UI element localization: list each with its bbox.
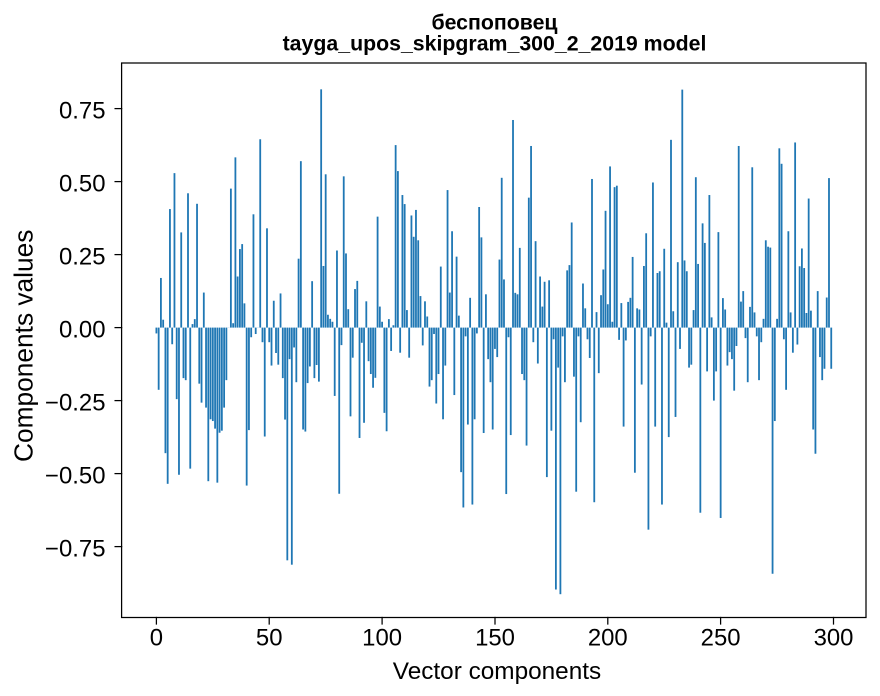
- svg-text:100: 100: [362, 625, 402, 652]
- svg-text:0.00: 0.00: [59, 316, 106, 343]
- svg-text:0: 0: [150, 625, 163, 652]
- svg-text:0.50: 0.50: [59, 170, 106, 197]
- svg-text:Components values: Components values: [9, 230, 39, 462]
- svg-text:150: 150: [475, 625, 515, 652]
- svg-text:300: 300: [814, 625, 854, 652]
- svg-text:0.25: 0.25: [59, 243, 106, 270]
- svg-text:250: 250: [701, 625, 741, 652]
- svg-text:0.75: 0.75: [59, 97, 106, 124]
- svg-text:tayga_upos_skipgram_300_2_2019: tayga_upos_skipgram_300_2_2019 model: [283, 32, 707, 56]
- svg-text:−0.25: −0.25: [45, 389, 105, 416]
- svg-text:200: 200: [588, 625, 628, 652]
- svg-text:беспоповец: беспоповец: [431, 11, 557, 35]
- svg-text:−0.75: −0.75: [45, 535, 105, 562]
- svg-text:50: 50: [256, 625, 283, 652]
- svg-text:−0.50: −0.50: [45, 462, 105, 489]
- svg-text:Vector components: Vector components: [393, 658, 601, 685]
